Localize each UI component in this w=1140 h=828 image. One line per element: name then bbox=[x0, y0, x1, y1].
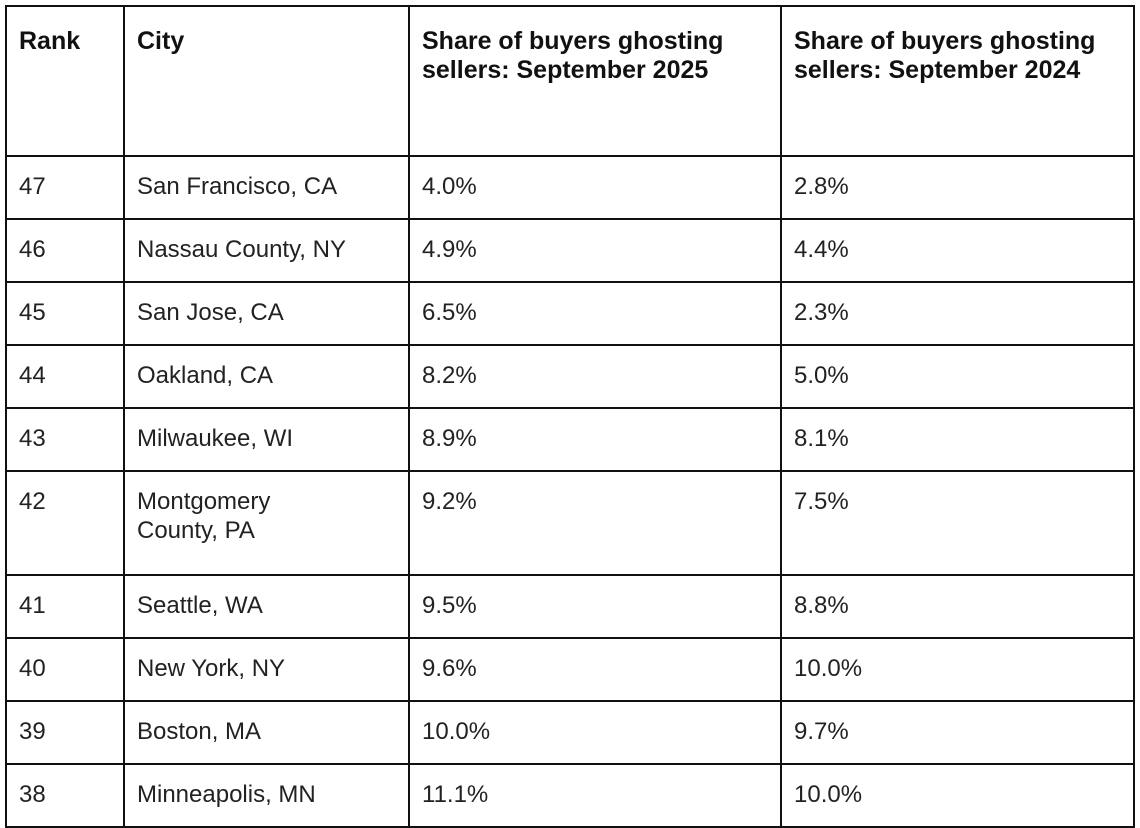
ghosting-table: Rank City Share of buyers ghosting selle… bbox=[5, 5, 1135, 828]
rank-cell: 45 bbox=[5, 281, 125, 346]
rank-cell: 44 bbox=[5, 344, 125, 409]
rank-cell: 47 bbox=[5, 155, 125, 220]
city-cell: Montgomery County, PA bbox=[123, 470, 410, 576]
share-2024-cell: 4.4% bbox=[780, 218, 1135, 283]
share-2024-cell: 5.0% bbox=[780, 344, 1135, 409]
share-2025-cell: 11.1% bbox=[408, 763, 782, 828]
header-city: City bbox=[123, 5, 410, 157]
share-2024-cell: 2.3% bbox=[780, 281, 1135, 346]
city-cell: New York, NY bbox=[123, 637, 410, 702]
share-2025-cell: 8.9% bbox=[408, 407, 782, 472]
table-row: 43 Milwaukee, WI 8.9% 8.1% bbox=[5, 407, 1135, 472]
table-row: 44 Oakland, CA 8.2% 5.0% bbox=[5, 344, 1135, 409]
rank-cell: 38 bbox=[5, 763, 125, 828]
share-2024-cell: 10.0% bbox=[780, 763, 1135, 828]
rank-cell: 41 bbox=[5, 574, 125, 639]
share-2025-cell: 10.0% bbox=[408, 700, 782, 765]
header-rank: Rank bbox=[5, 5, 125, 157]
share-2025-cell: 9.6% bbox=[408, 637, 782, 702]
header-share-2024: Share of buyers ghosting sellers: Septem… bbox=[780, 5, 1135, 157]
city-cell: Milwaukee, WI bbox=[123, 407, 410, 472]
share-2025-cell: 8.2% bbox=[408, 344, 782, 409]
share-2024-cell: 2.8% bbox=[780, 155, 1135, 220]
city-cell: Oakland, CA bbox=[123, 344, 410, 409]
city-cell: Seattle, WA bbox=[123, 574, 410, 639]
rank-cell: 46 bbox=[5, 218, 125, 283]
rank-cell: 42 bbox=[5, 470, 125, 576]
rank-cell: 43 bbox=[5, 407, 125, 472]
share-2024-cell: 8.8% bbox=[780, 574, 1135, 639]
table-row: 39 Boston, MA 10.0% 9.7% bbox=[5, 700, 1135, 765]
share-2025-cell: 6.5% bbox=[408, 281, 782, 346]
city-cell: Boston, MA bbox=[123, 700, 410, 765]
city-cell: Nassau County, NY bbox=[123, 218, 410, 283]
share-2024-cell: 7.5% bbox=[780, 470, 1135, 576]
share-2024-cell: 8.1% bbox=[780, 407, 1135, 472]
share-2024-cell: 9.7% bbox=[780, 700, 1135, 765]
table-row: 38 Minneapolis, MN 11.1% 10.0% bbox=[5, 763, 1135, 828]
header-share-2025: Share of buyers ghosting sellers: Septem… bbox=[408, 5, 782, 157]
rank-cell: 39 bbox=[5, 700, 125, 765]
city-cell: Minneapolis, MN bbox=[123, 763, 410, 828]
city-cell: San Jose, CA bbox=[123, 281, 410, 346]
table-row: 46 Nassau County, NY 4.9% 4.4% bbox=[5, 218, 1135, 283]
table-row: 42 Montgomery County, PA 9.2% 7.5% bbox=[5, 470, 1135, 576]
share-2025-cell: 4.0% bbox=[408, 155, 782, 220]
share-2025-cell: 4.9% bbox=[408, 218, 782, 283]
rank-cell: 40 bbox=[5, 637, 125, 702]
share-2024-cell: 10.0% bbox=[780, 637, 1135, 702]
table-row: 40 New York, NY 9.6% 10.0% bbox=[5, 637, 1135, 702]
header-row: Rank City Share of buyers ghosting selle… bbox=[5, 5, 1135, 157]
table-row: 45 San Jose, CA 6.5% 2.3% bbox=[5, 281, 1135, 346]
city-cell: San Francisco, CA bbox=[123, 155, 410, 220]
table-row: 41 Seattle, WA 9.5% 8.8% bbox=[5, 574, 1135, 639]
share-2025-cell: 9.5% bbox=[408, 574, 782, 639]
table-row: 47 San Francisco, CA 4.0% 2.8% bbox=[5, 155, 1135, 220]
share-2025-cell: 9.2% bbox=[408, 470, 782, 576]
